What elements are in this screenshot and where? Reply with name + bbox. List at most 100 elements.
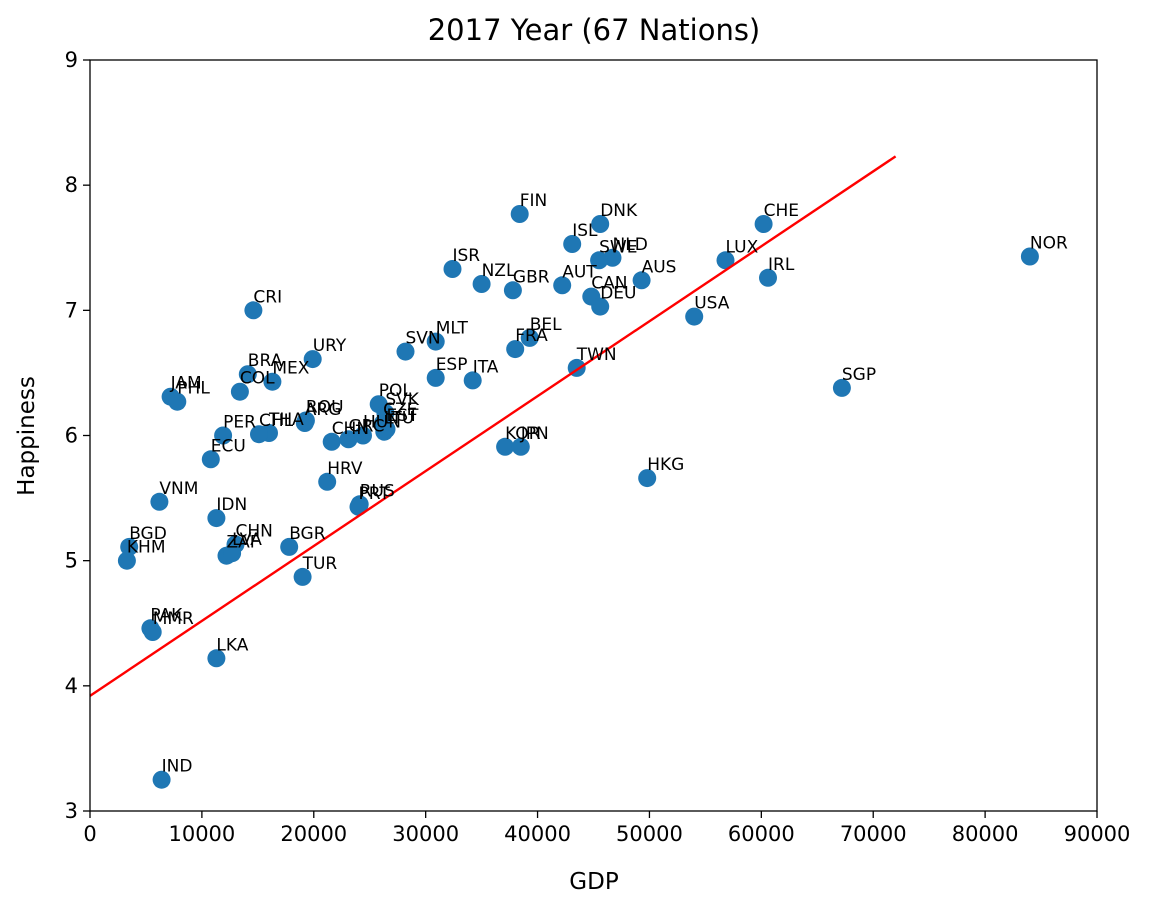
- point-label: NOR: [1030, 234, 1068, 254]
- point-label: ROU: [306, 398, 344, 418]
- point-label: JAM: [170, 374, 202, 394]
- point-label: CZE: [383, 400, 417, 420]
- y-tick-label: 5: [65, 549, 78, 573]
- data-point: [506, 340, 525, 359]
- data-point: [117, 551, 136, 570]
- data-point: [563, 235, 582, 253]
- data-point: [716, 251, 735, 270]
- y-tick-label: 8: [65, 173, 78, 197]
- point-label: MLT: [436, 319, 469, 339]
- point-label: CHL: [259, 411, 294, 431]
- point-label: RUS: [360, 481, 395, 501]
- data-point: [443, 260, 462, 278]
- point-label: MMR: [153, 609, 194, 629]
- point-label: COL: [240, 369, 275, 389]
- data-point: [511, 437, 530, 456]
- point-label: PHL: [177, 379, 210, 399]
- point-label: HRV: [327, 459, 363, 479]
- point-label: DNK: [600, 201, 638, 221]
- point-label: ECU: [211, 436, 246, 456]
- point-label: JPN: [520, 424, 549, 444]
- data-point: [201, 450, 220, 469]
- y-tick-label: 9: [65, 48, 78, 72]
- y-tick-label: 7: [65, 298, 78, 322]
- point-label: IND: [162, 757, 193, 777]
- point-label: EST: [387, 406, 420, 426]
- point-label: ISL: [572, 221, 598, 241]
- x-tick-label: 70000: [840, 822, 907, 846]
- point-label: SGP: [842, 365, 876, 385]
- data-point: [396, 342, 415, 361]
- data-point: [318, 472, 337, 491]
- data-point: [759, 268, 777, 287]
- data-point: [496, 437, 515, 456]
- point-label: FRA: [515, 326, 548, 346]
- point-label: GBR: [513, 267, 550, 287]
- point-label: TWN: [576, 345, 617, 365]
- data-point: [349, 497, 368, 516]
- point-label: THA: [268, 410, 304, 430]
- x-tick-label: 0: [83, 822, 96, 846]
- point-label: PRT: [359, 484, 391, 504]
- point-label: GRC: [349, 416, 385, 436]
- point-label: HUN: [363, 413, 401, 433]
- point-label: DEU: [600, 284, 636, 304]
- data-point: [603, 248, 622, 267]
- data-point: [510, 205, 529, 223]
- point-label: ISR: [453, 246, 481, 266]
- point-label: CRI: [253, 287, 282, 307]
- x-tick-label: 10000: [168, 822, 235, 846]
- point-label: CHN: [332, 419, 369, 439]
- data-point: [214, 426, 233, 445]
- point-label: NLD: [613, 235, 648, 255]
- point-label: SVN: [406, 329, 441, 349]
- point-label: BGD: [129, 524, 167, 544]
- data-point: [354, 426, 372, 445]
- point-label: SWE: [599, 237, 637, 257]
- data-point: [293, 567, 312, 586]
- y-tick-label: 6: [65, 424, 78, 448]
- data-point: [296, 411, 315, 430]
- data-point: [244, 301, 263, 320]
- data-point: [685, 307, 704, 326]
- data-point: [1020, 247, 1039, 266]
- data-point: [472, 275, 491, 293]
- point-label: CHE: [764, 201, 799, 221]
- point-label: CHN: [236, 521, 273, 541]
- data-point: [553, 276, 572, 295]
- point-label: LVA: [232, 530, 262, 550]
- chart-title: 2017 Year (67 Nations): [428, 13, 761, 47]
- x-axis: 0 10000 20000 30000 40000 50000 60000 70000 8000…: [83, 811, 1130, 846]
- data-point: [250, 425, 268, 444]
- point-label: PER: [223, 413, 256, 433]
- data-point: [426, 332, 445, 351]
- point-label: AUS: [642, 257, 677, 277]
- x-tick-label: 50000: [616, 822, 683, 846]
- point-label: POL: [379, 381, 413, 401]
- data-point: [426, 368, 445, 387]
- data-point: [223, 544, 242, 563]
- data-point: [520, 328, 539, 347]
- data-point: [754, 215, 773, 233]
- point-label: IRL: [768, 255, 795, 275]
- point-label: ESP: [436, 355, 468, 375]
- data-point: [168, 392, 187, 411]
- point-label: FIN: [520, 191, 548, 211]
- data-point: [590, 251, 609, 270]
- data-point: [230, 382, 249, 401]
- regression-line: [89, 155, 897, 697]
- x-tick-label: 20000: [280, 822, 347, 846]
- point-label: ARG: [305, 400, 342, 420]
- data-point: [591, 297, 610, 316]
- point-label: PAK: [150, 605, 183, 625]
- point-label: ZAF: [227, 533, 260, 553]
- x-axis-label: GDP: [569, 869, 619, 895]
- point-label: LUX: [726, 237, 759, 257]
- data-point: [120, 537, 139, 556]
- point-label: TUR: [302, 554, 338, 574]
- data-point: [632, 271, 651, 290]
- data-point: [638, 469, 657, 488]
- x-tick-label: 90000: [1064, 822, 1131, 846]
- point-label: KOR: [505, 424, 541, 444]
